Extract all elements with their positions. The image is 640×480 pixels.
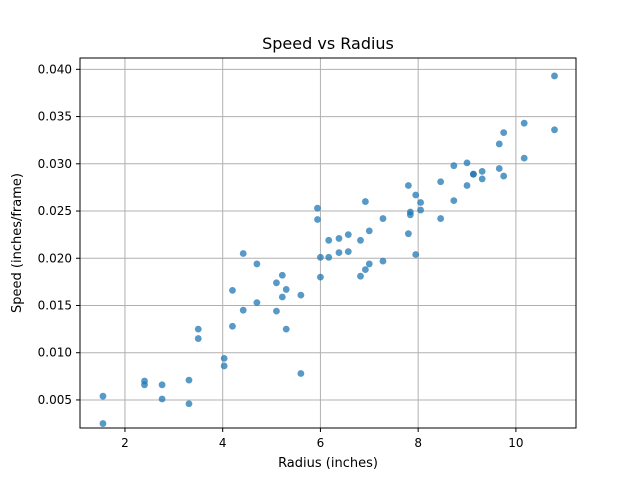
data-points <box>99 72 558 427</box>
x-tick-label: 10 <box>508 436 523 450</box>
data-point <box>500 172 508 180</box>
x-tick-label: 8 <box>414 436 422 450</box>
data-point <box>417 206 425 214</box>
data-point <box>412 251 420 258</box>
data-point <box>463 159 471 167</box>
data-point <box>325 253 333 261</box>
data-point <box>365 260 373 268</box>
data-point <box>551 126 558 134</box>
data-point <box>282 286 290 293</box>
grid <box>80 58 576 428</box>
data-point <box>406 211 414 219</box>
data-point <box>357 272 364 280</box>
data-point <box>551 72 558 80</box>
data-point <box>412 191 420 199</box>
data-point <box>335 235 343 242</box>
axis-ticks: 2 4 6 8 10 0.005 0.010 0.015 0.020 0.025 0.030 0.03… <box>38 62 524 450</box>
data-point <box>99 392 107 400</box>
data-point <box>278 293 286 301</box>
y-tick-label: 0.030 <box>38 157 72 171</box>
data-point <box>437 215 445 222</box>
y-tick-label: 0.015 <box>38 298 72 312</box>
data-point <box>344 248 352 256</box>
data-point <box>404 182 412 189</box>
data-point <box>253 299 261 307</box>
data-point <box>450 162 458 170</box>
x-tick-label: 4 <box>219 436 227 450</box>
data-point <box>365 227 373 235</box>
data-point <box>282 325 290 333</box>
data-point <box>450 197 458 205</box>
data-point <box>220 354 228 362</box>
data-point <box>317 253 324 261</box>
y-tick-label: 0.005 <box>38 393 72 407</box>
data-point <box>185 376 193 384</box>
data-point <box>273 307 280 315</box>
plot-frame <box>79 57 577 429</box>
data-point <box>158 395 166 403</box>
data-point <box>220 362 228 370</box>
data-point <box>253 260 261 268</box>
x-axis-label: Radius (inches) <box>278 456 378 471</box>
y-tick-label: 0.035 <box>38 110 72 124</box>
data-point <box>325 236 333 244</box>
data-point <box>500 129 508 137</box>
y-tick-label: 0.040 <box>38 62 72 76</box>
chart-title: Speed vs Radius <box>262 34 394 53</box>
data-point <box>158 381 166 389</box>
data-point <box>520 154 528 162</box>
data-point <box>317 273 324 281</box>
y-tick-label: 0.025 <box>38 204 72 218</box>
data-point <box>141 381 148 389</box>
data-point <box>185 400 193 408</box>
data-point <box>404 230 412 238</box>
data-point <box>361 266 369 273</box>
data-point <box>194 325 202 333</box>
data-point <box>297 370 305 377</box>
data-point <box>437 178 445 186</box>
data-point <box>478 167 486 175</box>
data-point <box>478 175 486 183</box>
data-point <box>273 279 280 287</box>
data-point <box>495 140 503 148</box>
data-point <box>361 198 369 205</box>
data-point <box>344 231 352 239</box>
data-point <box>469 170 477 178</box>
data-point <box>99 420 107 427</box>
data-point <box>417 199 425 206</box>
x-tick-label: 2 <box>121 436 129 450</box>
data-point <box>278 271 286 279</box>
data-point <box>194 335 202 342</box>
y-tick-label: 0.010 <box>38 346 72 360</box>
data-point <box>314 216 321 223</box>
x-tick-label: 6 <box>317 436 325 450</box>
data-point <box>463 182 471 189</box>
data-point <box>229 322 236 330</box>
data-point <box>357 236 364 244</box>
data-point <box>335 249 343 256</box>
data-point <box>239 250 247 257</box>
y-tick-label: 0.020 <box>38 251 72 265</box>
y-axis-label: Speed (inches/frame) <box>10 173 25 313</box>
data-point <box>229 286 236 294</box>
data-point <box>239 306 247 314</box>
data-point <box>379 257 387 265</box>
data-point <box>379 215 387 222</box>
data-point <box>495 165 503 172</box>
data-point <box>314 204 321 212</box>
data-point <box>520 119 528 127</box>
data-point <box>297 291 305 299</box>
